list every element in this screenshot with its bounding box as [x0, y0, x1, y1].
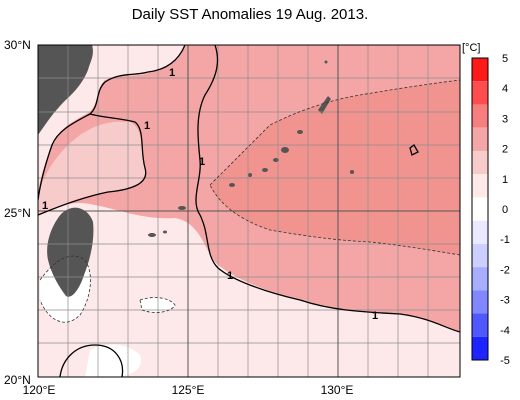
colorbar: [°C] 5 4 3 2 1 0 -1 -2 -3 -4 -5: [462, 42, 510, 367]
colorbar-tick-label: -2: [500, 264, 510, 276]
lat-label-25n: 25°N: [4, 206, 31, 220]
colorbar-tick-label: 1: [502, 174, 508, 186]
contour-label: 1: [144, 120, 150, 132]
colorbar-cell: [472, 336, 488, 360]
colorbar-cell: [472, 197, 488, 221]
lon-label-130e: 130°E: [320, 383, 354, 397]
colorbar-cell: [472, 58, 488, 82]
lat-label-20n: 20°N: [4, 373, 31, 387]
colorbar-tick-label: 5: [502, 53, 508, 65]
colorbar-tick-label: 4: [502, 83, 508, 95]
colorbar-cell: [472, 267, 488, 291]
colorbar-tick-label: 2: [502, 144, 508, 156]
colorbar-tick-label: -1: [500, 234, 510, 246]
colorbar-cell: [472, 313, 488, 337]
contour-label: 1: [169, 67, 175, 79]
colorbar-tick-label: -5: [500, 355, 510, 367]
colorbar-cell: [472, 81, 488, 105]
colorbar-cell: [472, 150, 488, 175]
colorbar-unit: [°C]: [462, 42, 480, 54]
lon-label-120e: 120°E: [22, 383, 56, 397]
colorbar-tick-label: -4: [500, 325, 510, 337]
colorbar-cell: [472, 127, 488, 151]
land-taiwan: [47, 207, 94, 297]
anomaly-region-0-1: [38, 45, 460, 377]
colorbar-cell: [472, 220, 488, 244]
colorbar-tick-label: -3: [500, 295, 510, 307]
land-china-coast: [38, 45, 93, 135]
contour-0c: [39, 79, 460, 323]
lat-lon-grid: [38, 45, 460, 377]
contour-label: 1: [199, 156, 205, 168]
map-title: Daily SST Anomalies 19 Aug. 2013.: [131, 6, 369, 23]
contour-label: 1: [372, 310, 378, 322]
contour-1c: [38, 45, 460, 377]
land-ryukyu-islands: [148, 60, 354, 237]
colorbar-cell: [472, 104, 488, 128]
lat-label-30n: 30°N: [4, 38, 31, 52]
colorbar-cell: [472, 290, 488, 314]
lon-label-125e: 125°E: [171, 383, 205, 397]
colorbar-cell: [472, 243, 488, 268]
contour-label: 1: [42, 200, 48, 212]
colorbar-tick-label: 3: [502, 113, 508, 125]
map-frame: [37, 44, 461, 378]
colorbar-tick-label: 0: [502, 204, 508, 216]
contour-label: 1: [227, 270, 233, 282]
colorbar-cell: [472, 174, 488, 198]
